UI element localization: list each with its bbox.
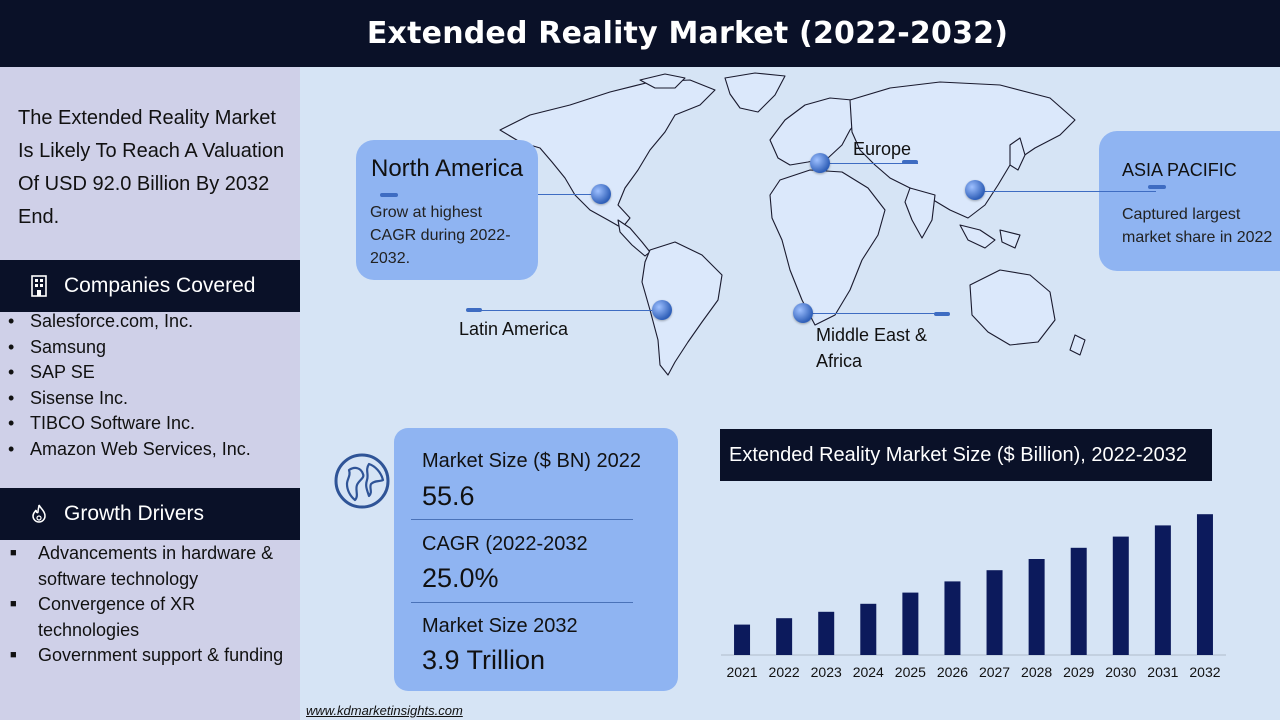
cagr-label: CAGR (2022-2032 [422,533,588,555]
asia-pacific-dash [1148,185,1166,189]
bar-2023 [818,611,835,655]
mea-marker [793,303,813,323]
list-item: ■ Advancements in hardware & software tec… [8,541,298,592]
list-item: TIBCO Software Inc. [8,411,251,437]
x-tick-label: 2022 [769,664,800,680]
mea-connector [812,313,948,314]
bar-2030 [1112,536,1129,655]
x-tick-label: 2021 [726,664,757,680]
x-tick-label: 2030 [1105,664,1136,680]
x-tick-label: 2023 [811,664,842,680]
market-size-2022-value: 55.6 [422,481,475,511]
website-link[interactable]: www.kdmarketinsights.com [306,703,463,718]
latin-america-title: Latin America [459,319,569,339]
companies-title: Companies Covered [64,274,256,297]
drivers-title: Growth Drivers [64,502,205,525]
x-tick-label: 2031 [1147,664,1178,680]
square-bullet-icon: ■ [10,598,17,611]
europe-title: Europe [853,139,912,159]
drivers-header: Growth Drivers [0,488,300,540]
north-america-title: North America [371,155,524,182]
square-bullet-icon: ■ [10,547,17,559]
latin-america-connector [470,310,660,311]
page-title: Extended Reality Market (2022-2032) [366,16,1009,51]
bar-2024 [860,603,877,655]
x-tick-label: 2025 [895,664,926,680]
bar-2022 [776,618,793,655]
divider [411,602,633,603]
list-item: ■ Convergence of XR technologies [8,592,298,643]
asia-pacific-connector [984,191,1156,192]
bar-2027 [986,570,1003,655]
north-america-desc: Grow at highest CAGR during 2022-2032. [370,204,511,267]
bar-2032 [1196,514,1213,655]
x-tick-label: 2026 [937,664,968,680]
asia-pacific-card [1099,131,1280,271]
bar-2025 [902,592,919,655]
bar-2031 [1154,525,1171,655]
north-america-dash [380,193,398,197]
latin-america-marker [652,300,672,320]
globe-icon [334,453,390,509]
bar-2029 [1070,547,1087,655]
header: Extended Reality Market (2022-2032) [0,0,1280,67]
list-item: SAP SE [8,360,251,386]
bar-chart: 2021 2022 2023 2024 2025 2026 2027 2028 2029 2030… [721,514,1226,680]
x-tick-label: 2028 [1021,664,1052,680]
building-icon [28,275,50,297]
list-item: Samsung [8,335,251,361]
asia-pacific-title: ASIA PACIFIC [1122,160,1237,180]
divider [411,519,633,520]
mea-dash [934,312,950,316]
bar-2021 [734,624,751,655]
asia-pacific-desc: Captured largest market share in 2022 [1122,206,1273,246]
x-tick-label: 2029 [1063,664,1094,680]
square-bullet-icon: ■ [10,649,17,662]
flame-icon [28,503,50,525]
europe-dash [902,160,918,164]
market-size-2022-label: Market Size ($ BN) 2022 [422,450,641,472]
list-item: Sisense Inc. [8,386,251,412]
chart-title: Extended Reality Market Size ($ Billion)… [720,429,1212,481]
bar-2026 [944,581,961,655]
intro-text: The Extended Reality Market Is Likely To… [18,107,285,228]
stats-panel: Market Size ($ BN) 2022 55.6 CAGR (2022-… [394,428,678,691]
list-item: Salesforce.com, Inc. [8,309,251,335]
mea-title: Middle East & Africa [816,325,928,371]
north-america-card [356,140,538,280]
x-tick-label: 2024 [853,664,884,680]
companies-header: Companies Covered [0,260,300,312]
north-america-connector [538,194,600,195]
bar-2028 [1028,559,1045,655]
asia-pacific-marker [965,180,985,200]
world-map [499,72,1086,376]
cagr-value: 25.0% [422,563,499,593]
company-list: Salesforce.com, Inc. Samsung SAP SE Sise… [8,309,251,463]
europe-marker [810,153,830,173]
list-item: ■ Government support & funding [8,643,298,669]
europe-connector [828,163,918,164]
x-tick-label: 2032 [1189,664,1220,680]
market-size-2032-label: Market Size 2032 [422,615,578,637]
x-tick-label: 2027 [979,664,1010,680]
market-size-2032-value: 3.9 Trillion [422,645,546,675]
driver-list: ■ Advancements in hardware & software tec… [8,541,298,669]
north-america-marker [591,184,611,204]
sidebar: The Extended Reality Market Is Likely To… [0,67,300,720]
list-item: Amazon Web Services, Inc. [8,437,251,463]
